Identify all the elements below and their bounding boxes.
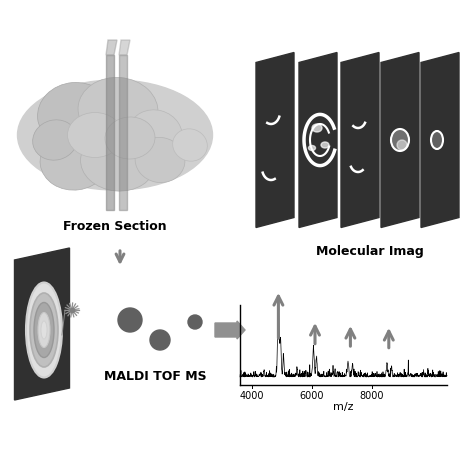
Text: Molecular Imag: Molecular Imag: [316, 245, 424, 258]
Ellipse shape: [309, 146, 316, 150]
Ellipse shape: [37, 83, 113, 148]
Polygon shape: [106, 40, 117, 55]
Ellipse shape: [173, 129, 207, 161]
Text: 8000: 8000: [360, 391, 384, 401]
Ellipse shape: [431, 131, 443, 149]
Circle shape: [118, 308, 142, 332]
Polygon shape: [299, 52, 337, 227]
Polygon shape: [119, 40, 130, 55]
Ellipse shape: [34, 303, 54, 358]
Text: Frozen Section: Frozen Section: [63, 220, 167, 233]
Ellipse shape: [78, 78, 158, 142]
Ellipse shape: [68, 113, 122, 157]
Ellipse shape: [312, 124, 322, 132]
Polygon shape: [256, 52, 294, 227]
Ellipse shape: [397, 140, 407, 150]
FancyArrow shape: [215, 321, 245, 339]
Text: 4000: 4000: [240, 391, 264, 401]
Polygon shape: [421, 52, 459, 227]
Ellipse shape: [33, 120, 78, 160]
Ellipse shape: [38, 312, 50, 347]
Text: m/z: m/z: [333, 402, 354, 412]
Polygon shape: [341, 52, 379, 227]
Circle shape: [188, 315, 202, 329]
Text: 6000: 6000: [300, 391, 324, 401]
Ellipse shape: [135, 137, 185, 183]
Ellipse shape: [40, 130, 110, 190]
Ellipse shape: [321, 142, 329, 148]
Circle shape: [150, 330, 170, 350]
Polygon shape: [106, 55, 114, 210]
Ellipse shape: [17, 80, 212, 190]
Polygon shape: [119, 55, 127, 210]
Ellipse shape: [26, 283, 62, 377]
Ellipse shape: [391, 129, 409, 151]
Ellipse shape: [80, 133, 156, 191]
Ellipse shape: [30, 293, 58, 367]
Ellipse shape: [127, 110, 182, 160]
Polygon shape: [14, 248, 70, 400]
Text: MALDI TOF MS: MALDI TOF MS: [104, 370, 206, 383]
Ellipse shape: [105, 117, 155, 159]
Ellipse shape: [41, 321, 47, 339]
Polygon shape: [381, 52, 419, 227]
